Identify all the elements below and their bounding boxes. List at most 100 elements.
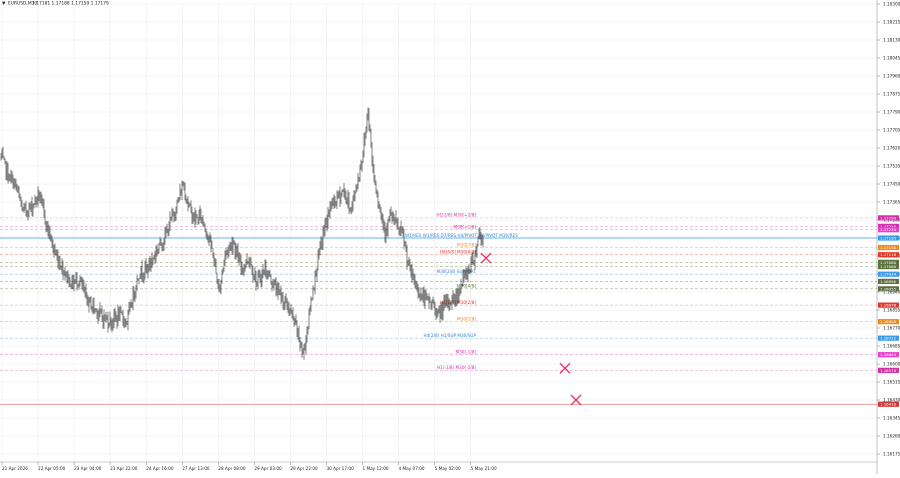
level-label: H1[2/8] M30[+2/8] xyxy=(436,213,476,218)
price-tag-label: 1.16644 xyxy=(880,352,897,357)
price-tag xyxy=(878,271,899,277)
y-tick-label: 1.17875 xyxy=(883,92,900,97)
y-tick-label: 1.18215 xyxy=(883,20,900,25)
price-tag-label: 1.17080 xyxy=(880,260,897,265)
level-label: M30[7/8] xyxy=(457,242,476,247)
price-tag xyxy=(878,319,899,325)
y-tick-label: 1.16430 xyxy=(883,398,900,403)
candles xyxy=(0,107,484,360)
price-tag-label: 1.17150 xyxy=(880,245,897,250)
level-label: H1[-1/8] M30[-2/8] xyxy=(437,365,476,370)
price-tag-label: 1.17195 xyxy=(880,236,897,241)
price-tag xyxy=(878,367,899,373)
y-tick-label: 1.17535 xyxy=(883,164,900,169)
levels: H1[2/8] M30[+2/8] M30[+1/8] W1/RES W1/RES … xyxy=(0,213,877,405)
price-tag-label: 1.16722 xyxy=(880,336,897,341)
price-tag-label: 1.17024 xyxy=(880,272,897,277)
price-tag-label: 1.17250 xyxy=(880,224,897,229)
price-tag xyxy=(878,278,899,285)
price-tag xyxy=(878,263,899,270)
price-tag-label: 1.17060 xyxy=(880,264,897,269)
level-label: W1/RES W1/RES D7/RES H4/PIVOT H4/PIVOT M… xyxy=(405,233,518,238)
y-tick-label: 1.17450 xyxy=(883,182,900,187)
x-tick-label: 27 Apr 13:00 xyxy=(182,466,210,471)
price-tag xyxy=(878,286,899,292)
price-tag xyxy=(878,223,899,229)
level-label: M30[4/8] xyxy=(457,284,476,289)
cross-marker-icon xyxy=(559,362,571,374)
x-tick-label: 5 May 02:00 xyxy=(435,466,461,471)
price-tag xyxy=(878,244,899,251)
y-tick-label: 1.16770 xyxy=(883,326,900,331)
time-axis[interactable]: 21 Apr 2026 22 Apr 05:00 23 Apr 04:00 23 Ap… xyxy=(1,462,497,471)
x-tick-label: 29 Apr 03:00 xyxy=(254,466,282,471)
level-label: M30[+1/8] xyxy=(454,225,477,230)
y-tick-label: 1.17705 xyxy=(883,128,900,133)
price-tag xyxy=(878,227,899,233)
price-tag xyxy=(878,401,899,407)
y-tick-label: 1.18045 xyxy=(883,56,900,61)
y-tick-label: 1.16600 xyxy=(883,362,900,367)
price-tag-label: 1.16570 xyxy=(880,368,897,373)
x-tick-label: 1 May 12:00 xyxy=(363,466,389,471)
price-tag-label: 1.16990 xyxy=(880,279,897,284)
x-tick-label: 23 Apr 22:00 xyxy=(110,466,138,471)
level-label: H4[2/8] H1/SUP M30/SUP xyxy=(423,333,476,338)
price-tag-label: 1.16410 xyxy=(880,402,897,407)
y-tick-label: 1.16515 xyxy=(883,380,900,385)
cross-stroke xyxy=(559,362,571,374)
cross-stroke xyxy=(570,394,582,406)
level-label: M30[1/8] xyxy=(457,316,476,321)
level-label: H4[6/8] M30[6/8] xyxy=(440,250,476,255)
y-tick-label: 1.16345 xyxy=(883,416,900,421)
y-tick-label: 1.16685 xyxy=(883,344,900,349)
x-tick-label: 22 Apr 05:00 xyxy=(38,466,66,471)
x-tick-label: 29 Apr 22:00 xyxy=(290,466,318,471)
price-tag xyxy=(878,235,899,241)
dropdown-arrow-icon[interactable]: ▼ xyxy=(2,2,6,7)
y-tick-label: 1.16260 xyxy=(883,434,900,439)
chart-header: ▼ EURUSD,M30 1.17181 1.17188 1.17159 1.1… xyxy=(2,1,109,7)
cross-marker-icon xyxy=(570,394,582,406)
y-tick-label: 1.16940 xyxy=(883,290,900,295)
level-label: M30[-1/8] xyxy=(456,349,477,354)
price-tag xyxy=(878,335,899,341)
x-tick-label: 28 Apr 08:00 xyxy=(218,466,246,471)
grid xyxy=(0,3,877,462)
chart-ohlc: 1.17181 1.17188 1.17159 1.17179 xyxy=(32,1,109,7)
price-tag xyxy=(878,259,899,265)
x-tick-label: 21 Apr 2026 xyxy=(2,466,28,471)
price-tag xyxy=(878,302,899,308)
y-tick-label: 1.17620 xyxy=(883,146,900,151)
price-tag-label: 1.16800 xyxy=(880,319,897,324)
x-tick-label: 5 May 21:00 xyxy=(471,466,497,471)
y-tick-label: 1.17790 xyxy=(883,110,900,115)
y-tick-label: 1.17960 xyxy=(883,74,900,79)
cross-stroke xyxy=(480,252,492,264)
y-tick-label: 1.18130 xyxy=(883,38,900,43)
x-tick-label: 4 May 07:00 xyxy=(399,466,425,471)
price-tag-label: 1.17290 xyxy=(880,215,897,220)
price-tag-label: 1.16878 xyxy=(880,303,897,308)
y-tick-label: 1.16175 xyxy=(883,452,900,457)
y-tick-label: 1.18300 xyxy=(883,2,900,7)
price-tag xyxy=(878,252,899,258)
price-tag-label: 1.17116 xyxy=(880,252,897,257)
y-tick-label: 1.17365 xyxy=(883,200,900,205)
price-tag xyxy=(878,352,899,358)
cross-marker-icon xyxy=(480,252,492,264)
x-tick-label: 30 Apr 17:00 xyxy=(326,466,354,471)
x-tick-label: 24 Apr 16:00 xyxy=(146,466,174,471)
level-label: M30[2/8] SUPPORT xyxy=(436,269,476,274)
y-tick-label: 1.16855 xyxy=(883,308,900,313)
price-tag xyxy=(878,215,899,221)
price-tag-label: 1.16955 xyxy=(880,286,897,291)
crosses xyxy=(480,252,582,406)
chart-symbol: EURUSD,M30 xyxy=(8,1,37,7)
price-tag-label: 1.17234 xyxy=(880,227,897,232)
x-tick-label: 23 Apr 04:00 xyxy=(74,466,102,471)
